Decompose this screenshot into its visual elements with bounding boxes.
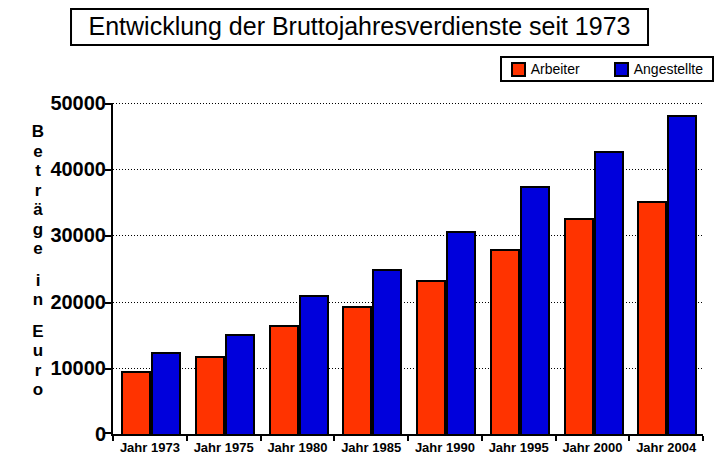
x-label-jahr-1990: Jahr 1990: [408, 440, 482, 455]
y-axis-title-letter: e: [33, 142, 42, 162]
bar-arbeiter-jahr-1973: [121, 371, 151, 434]
legend-label-angestellte: Angestellte: [634, 61, 703, 77]
bar-angestellte-jahr-1980: [299, 295, 329, 434]
x-label-jahr-2000: Jahr 2000: [556, 440, 630, 455]
x-label-jahr-1975: Jahr 1975: [187, 440, 261, 455]
x-label-jahr-1980: Jahr 1980: [261, 440, 335, 455]
bar-angestellte-jahr-1995: [520, 186, 550, 434]
chart-title-text: Entwicklung der Bruttojahresverdienste s…: [89, 12, 631, 40]
bar-arbeiter-jahr-1980: [269, 325, 299, 434]
legend: Arbeiter Angestellte: [500, 56, 714, 82]
y-tick-label-10000: 10000: [30, 358, 106, 378]
bar-angestellte-jahr-1973: [151, 352, 181, 434]
y-tick-label-0: 0: [30, 424, 106, 444]
y-axis-title-letter: B: [32, 122, 44, 142]
bar-arbeiter-jahr-1975: [195, 356, 225, 434]
legend-swatch-angestellte: [614, 62, 629, 77]
gridline-50000: [113, 103, 703, 104]
bar-angestellte-jahr-1985: [372, 269, 402, 435]
bar-arbeiter-jahr-1990: [416, 280, 446, 434]
bar-angestellte-jahr-2000: [594, 151, 624, 434]
x-label-jahr-1973: Jahr 1973: [113, 440, 187, 455]
bar-angestellte-jahr-1990: [446, 231, 476, 434]
bar-arbeiter-jahr-2000: [564, 218, 594, 434]
chart-canvas: Entwicklung der Bruttojahresverdienste s…: [0, 0, 719, 464]
bar-arbeiter-jahr-1995: [490, 249, 520, 434]
y-axis-title-letter: o: [33, 380, 43, 400]
x-label-jahr-1985: Jahr 1985: [334, 440, 408, 455]
y-tick-label-40000: 40000: [30, 159, 106, 179]
y-axis-title-letter: E: [32, 322, 43, 342]
y-axis-title-letter: i: [36, 271, 41, 291]
y-tick-label-30000: 30000: [30, 225, 106, 245]
legend-item-angestellte: Angestellte: [614, 61, 703, 77]
bar-angestellte-jahr-2004: [667, 115, 697, 434]
legend-item-arbeiter: Arbeiter: [511, 61, 580, 77]
x-label-jahr-1995: Jahr 1995: [482, 440, 556, 455]
y-axis-title-letter: ä: [33, 200, 42, 220]
bar-arbeiter-jahr-2004: [637, 201, 667, 434]
chart-title: Entwicklung der Bruttojahresverdienste s…: [70, 8, 650, 46]
y-axis-title-letter: r: [35, 181, 42, 201]
bar-angestellte-jahr-1975: [225, 334, 255, 434]
plot-area: [111, 103, 703, 436]
bar-arbeiter-jahr-1985: [342, 306, 372, 434]
legend-swatch-arbeiter: [511, 62, 526, 77]
y-tick-label-50000: 50000: [30, 93, 106, 113]
y-tick-label-20000: 20000: [30, 292, 106, 312]
x-label-jahr-2004: Jahr 2004: [629, 440, 703, 455]
legend-label-arbeiter: Arbeiter: [531, 61, 580, 77]
